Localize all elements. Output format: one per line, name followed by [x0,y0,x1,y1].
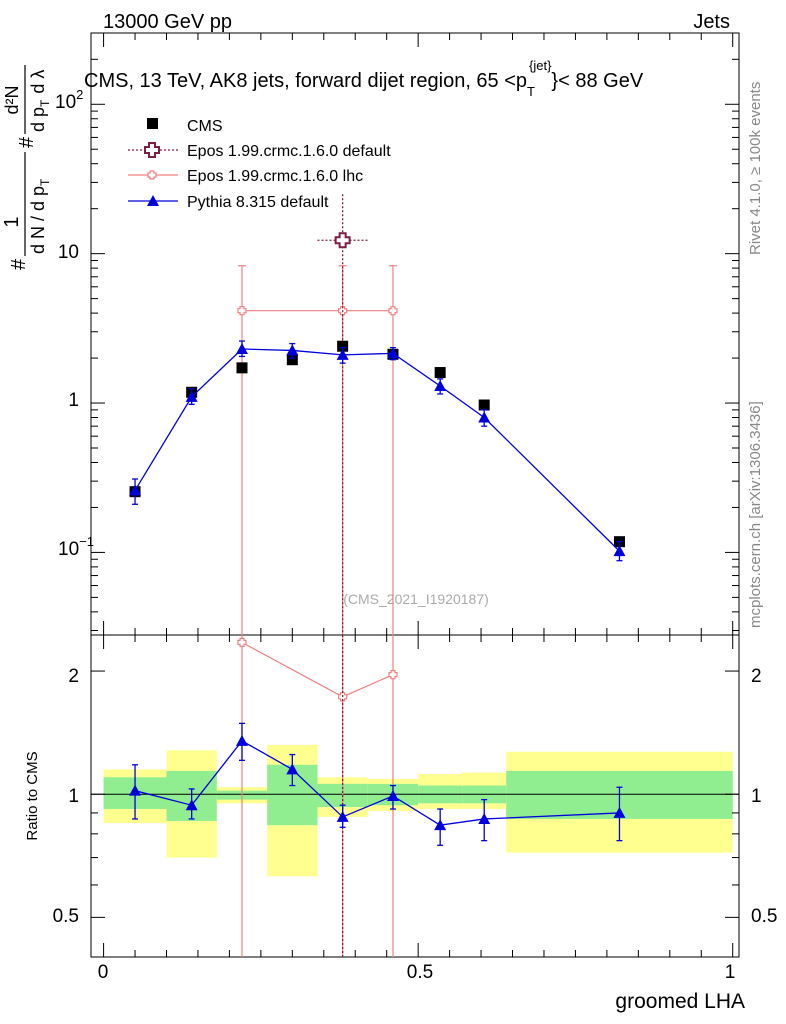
ratio-pythia-point [129,784,142,796]
ratio-tick-label-2: 2 [68,666,79,687]
header-right: Jets [693,11,730,33]
y-tick-label-100: 102 [55,87,83,113]
ratio-epos-lhc-point [237,637,247,648]
y-tick-label-1: 1 [68,390,79,411]
analysis-watermark: (CMS_2021_I1920187) [343,591,489,607]
pythia-point [185,390,198,402]
y-tick-label-10: 10 [58,242,79,263]
y-tick-label-0.1: 10−1 [58,534,94,560]
pythia-line [134,348,620,552]
ratio-pythia-point [478,812,491,824]
x-axis-title: groomed LHA [615,990,745,1013]
ratio-tick-label-right-1: 1 [751,786,762,807]
plot-title-sup: {jet} [529,58,552,73]
ratio-tick-label-right-0.5: 0.5 [751,906,777,927]
legend-label-cms: CMS [187,118,223,135]
plot-title-sub: T [527,84,535,99]
pythia-point [129,484,142,496]
x-tick-label-1: 1 [725,962,736,983]
legend-label-epos-default: Epos 1.99.crmc.1.6.0 default [187,143,391,160]
ylabel-frac2-num: d²N [2,85,22,114]
cms-point [434,367,446,379]
ratio-pythia-point [185,799,198,811]
legend-label-epos-lhc: Epos 1.99.crmc.1.6.0 lhc [187,168,363,185]
cms-point [236,362,248,374]
ratio-plot-data [129,635,626,957]
axis-ticks [91,32,739,957]
pythia-point [386,347,399,359]
legend-label-pythia: Pythia 8.315 default [187,194,329,211]
rivet-label: Rivet 4.1.0, ≥ 100k events [747,82,764,255]
ratio-pythia-point [235,734,248,746]
ylabel-frac1-num: 1 [1,216,23,227]
main-y-tick-labels: 10−1 1 10 102 [55,87,94,560]
ratio-pythia-point [434,819,447,831]
ratio-plot-frame [90,634,740,958]
epos-lhc-point [388,306,398,316]
legend-marker-cms [147,118,158,129]
legend-marker-epos-default [144,142,160,158]
ylabel-frac1-den-text: d N / d p [28,186,48,254]
plot-title: CMS, 13 TeV, AK8 jets, forward dijet reg… [84,58,644,99]
legend-marker-epos-lhc [147,170,157,180]
cms-point [286,354,298,366]
ratio-epos-lhc-point [388,670,398,680]
pythia-point [613,545,626,557]
ylabel-hash-2: # [16,136,38,148]
pythia-point [286,344,299,356]
x-tick-label-0: 0 [98,962,109,983]
y-tick-exp: −1 [79,534,94,549]
ylabel-frac1-den: d N / d pT [28,178,52,254]
plot-title-end: }< 88 GeV [551,70,643,92]
mcplots-label: mcplots.cern.ch [arXiv:1306.3436] [747,401,764,628]
ratio-pythia-point [386,789,399,801]
y-tick-exp: 2 [76,87,83,102]
ylabel-frac2-den: d pTd λ [28,70,52,132]
ylabel-frac1-den-sub: T [38,178,52,186]
header-left: 13000 GeV pp [103,11,232,33]
ratio-tick-label-0.5: 0.5 [53,906,79,927]
pythia-point [235,342,248,354]
ylabel-frac2-den-end: d λ [28,70,48,94]
cms-point [337,340,349,352]
main-plot-data [129,194,626,635]
pythia-point [434,380,447,392]
epos-lhc-point [237,306,247,316]
legend: CMS Epos 1.99.crmc.1.6.0 default Epos 1.… [128,118,391,211]
ratio-bands [103,744,733,877]
ratio-epos-lhc-line [241,641,394,698]
ratio-y-tick-labels: 0.5 1 2 0.5 1 2 [53,666,778,927]
ylabel-frac2-den-sub: T [38,99,52,107]
ratio-pythia-point [286,763,299,775]
epos-default-point [334,232,351,249]
pythia-point [478,411,491,423]
x-tick-label-0.5: 0.5 [407,962,433,983]
ratio-pythia-point [336,810,349,822]
plot-title-main: CMS, 13 TeV, AK8 jets, forward dijet reg… [84,70,527,92]
ratio-y-axis-title: Ratio to CMS [24,751,41,840]
ratio-tick-label-1: 1 [68,786,79,807]
ratio-pythia-point [613,806,626,818]
x-tick-labels: 0 0.5 1 [98,962,736,983]
ratio-tick-label-right-2: 2 [751,666,762,687]
pythia-point [336,348,349,360]
main-y-axis-title: # 1 d N / d pT # d²N d pTd λ [1,65,52,270]
ylabel-frac2-den-text: d p [28,107,48,132]
ylabel-hash-1: # [8,258,30,270]
legend-marker-pythia [147,195,159,206]
cms-point [478,399,490,411]
